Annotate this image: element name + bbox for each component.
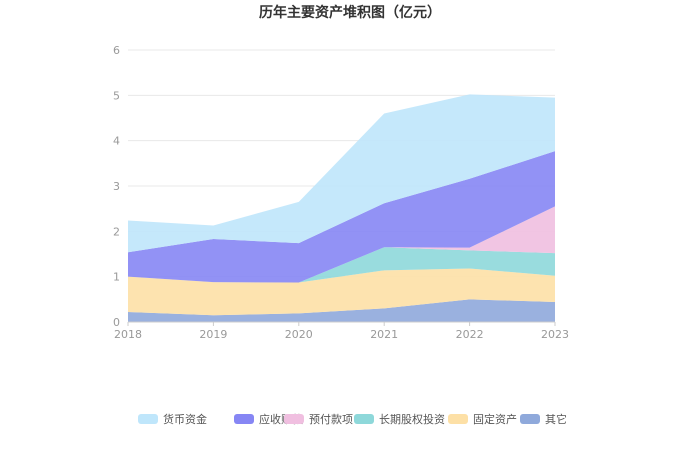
y-tick-label: 6 bbox=[113, 44, 120, 57]
chart-title: 历年主要资产堆积图（亿元） bbox=[259, 4, 441, 21]
area-layer bbox=[128, 94, 555, 322]
y-tick-label: 1 bbox=[113, 271, 120, 284]
x-tick-label: 2020 bbox=[285, 328, 313, 341]
legend-item-label[interactable]: 预付款项 bbox=[309, 412, 353, 426]
legend-swatch[interactable] bbox=[520, 414, 540, 424]
y-tick-label: 5 bbox=[113, 89, 120, 102]
y-tick-label: 2 bbox=[113, 225, 120, 238]
area-series-5[interactable] bbox=[128, 94, 555, 253]
x-tick-label: 2018 bbox=[114, 328, 142, 341]
area-series-1[interactable] bbox=[128, 268, 555, 316]
legend-item-label[interactable]: 货币资金 bbox=[163, 412, 207, 426]
legend-swatch[interactable] bbox=[448, 414, 468, 424]
area-series-0[interactable] bbox=[128, 299, 555, 322]
legend-item-label[interactable]: 长期股权投资 bbox=[379, 412, 445, 426]
area-series-2[interactable] bbox=[128, 247, 555, 283]
legend-swatch[interactable] bbox=[284, 414, 304, 424]
legend-swatch[interactable] bbox=[354, 414, 374, 424]
x-tick-label: 2023 bbox=[541, 328, 569, 341]
y-tick-label: 0 bbox=[113, 316, 120, 329]
legend-item-label[interactable]: 其它 bbox=[545, 412, 567, 426]
axis-layer: 0 1 2 3 4 5 6 2018 2019 2020 2021 2022 2023 bbox=[113, 44, 569, 341]
y-tick-label: 4 bbox=[113, 135, 120, 148]
x-tick-label: 2022 bbox=[456, 328, 484, 341]
x-tick-label: 2021 bbox=[370, 328, 398, 341]
legend[interactable]: 货币资金 应收账款 预付款项 长期股权投资 固定资产 其它 bbox=[138, 412, 567, 426]
legend-swatch[interactable] bbox=[138, 414, 158, 424]
legend-item-label[interactable]: 固定资产 bbox=[473, 412, 517, 426]
legend-swatch[interactable] bbox=[234, 414, 254, 424]
area-series-4[interactable] bbox=[128, 151, 555, 283]
y-tick-label: 3 bbox=[113, 180, 120, 193]
x-tick-label: 2019 bbox=[199, 328, 227, 341]
